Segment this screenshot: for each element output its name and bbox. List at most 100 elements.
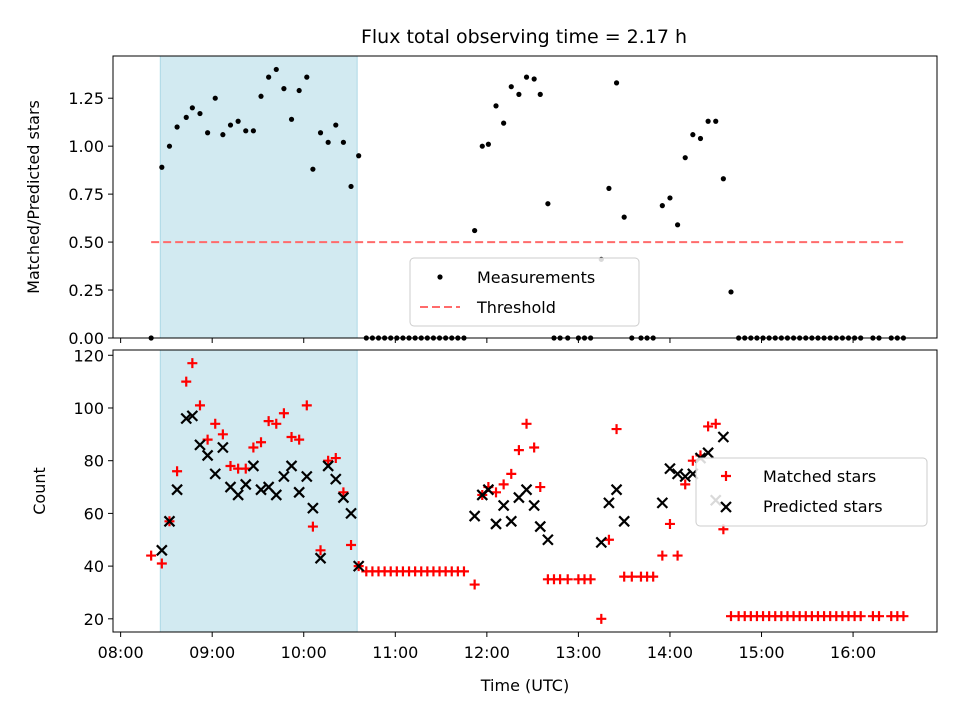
matched-point xyxy=(330,453,341,464)
x-tick-label: 14:00 xyxy=(647,643,693,662)
measurement-point xyxy=(205,130,211,136)
x-axis-label: Time (UTC) xyxy=(480,676,569,695)
predicted-point xyxy=(171,483,183,496)
predicted-point xyxy=(528,499,540,512)
measurement-point xyxy=(537,91,543,97)
predicted-point xyxy=(307,502,319,514)
legend-label: Threshold xyxy=(476,298,556,317)
y-tick-label: 0.00 xyxy=(68,329,104,348)
matched-point xyxy=(710,418,721,429)
predicted-point xyxy=(255,483,267,496)
measurement-point xyxy=(705,118,711,124)
measurement-point xyxy=(310,166,316,172)
matched-point xyxy=(240,463,251,474)
predicted-point xyxy=(270,489,283,501)
matched-point xyxy=(535,482,546,493)
predicted-point xyxy=(468,510,481,522)
x-tick-label: 09:00 xyxy=(189,643,235,662)
measurement-point xyxy=(220,132,226,138)
matched-point xyxy=(210,418,221,429)
legend: Measurements Threshold xyxy=(409,257,640,327)
measurement-point xyxy=(258,93,264,99)
y-tick-label: 0.25 xyxy=(68,281,104,300)
predicted-point xyxy=(490,518,502,530)
predicted-point xyxy=(610,483,623,496)
y-tick-label: 0.50 xyxy=(68,233,104,252)
predicted-point xyxy=(542,533,554,546)
legend: Matched stars Predicted stars xyxy=(695,457,928,527)
measurement-point xyxy=(296,87,302,94)
predicted-point xyxy=(679,470,691,483)
matched-point xyxy=(315,545,326,556)
measurement-point xyxy=(356,153,362,159)
matched-point xyxy=(855,611,866,622)
x-tick-label: 08:00 xyxy=(98,643,144,662)
legend-label: Measurements xyxy=(477,268,595,287)
predicted-point xyxy=(156,544,168,557)
predicted-point xyxy=(239,478,252,491)
predicted-point xyxy=(505,515,518,528)
predicted-point xyxy=(232,489,244,501)
legend-matched-marker xyxy=(721,471,731,481)
matched-point xyxy=(194,400,205,411)
x-tick-label: 10:00 xyxy=(281,643,327,662)
matched-point xyxy=(513,445,524,456)
predicted-point xyxy=(595,536,608,549)
x-tick-label: 11:00 xyxy=(372,643,418,662)
matched-point xyxy=(648,571,659,582)
measurement-point xyxy=(485,141,491,147)
matched-point xyxy=(217,429,228,440)
matched-point xyxy=(469,579,480,590)
y-tick-label: 1.25 xyxy=(68,89,104,108)
predicted-point xyxy=(345,507,357,520)
measurement-point xyxy=(227,122,234,128)
matched-point xyxy=(672,550,683,561)
measurement-point xyxy=(159,164,165,170)
matched-point xyxy=(491,487,502,498)
predicted-point xyxy=(656,497,669,509)
matched-point xyxy=(278,408,289,419)
predicted-point xyxy=(664,462,676,475)
measurement-point xyxy=(479,143,485,149)
predicted-point xyxy=(217,441,229,454)
measurement-point xyxy=(197,110,203,117)
measurement-point xyxy=(545,201,551,207)
matched-point xyxy=(248,442,259,453)
matched-point xyxy=(271,418,282,429)
predicted-point xyxy=(301,470,313,483)
matched-point xyxy=(338,487,349,498)
matched-point xyxy=(506,468,517,479)
measurement-point xyxy=(281,86,287,92)
measurement-point xyxy=(606,185,612,191)
legend-label: Matched stars xyxy=(763,467,876,486)
y-axis-label: Matched/Predicted stars xyxy=(24,100,43,294)
measurement-point xyxy=(235,118,241,124)
y-tick-label: 100 xyxy=(73,399,104,418)
legend-measurement-marker xyxy=(437,274,443,280)
measurement-point xyxy=(508,84,514,90)
matched-point xyxy=(626,571,637,582)
matched-point xyxy=(156,558,167,569)
measurement-point xyxy=(682,155,688,161)
matched-point xyxy=(585,574,596,585)
measurement-point xyxy=(304,74,310,80)
matched-point xyxy=(898,611,909,622)
matched-point xyxy=(263,416,274,427)
predicted-point xyxy=(322,460,334,472)
matched-point xyxy=(172,466,183,477)
matched-point xyxy=(596,613,607,624)
y-tick-label: 120 xyxy=(73,346,104,365)
y-tick-label: 40 xyxy=(84,557,104,576)
matched-point xyxy=(346,540,357,551)
matched-point xyxy=(562,574,573,585)
measurement-point xyxy=(340,139,347,145)
matched-point xyxy=(521,418,532,429)
measurement-point xyxy=(531,76,537,82)
predicted-point xyxy=(482,483,495,496)
matched-point xyxy=(529,442,540,453)
predicted-point xyxy=(293,486,305,499)
predicted-point xyxy=(201,449,214,462)
axes-frame xyxy=(112,349,938,633)
matched-point xyxy=(294,434,305,445)
